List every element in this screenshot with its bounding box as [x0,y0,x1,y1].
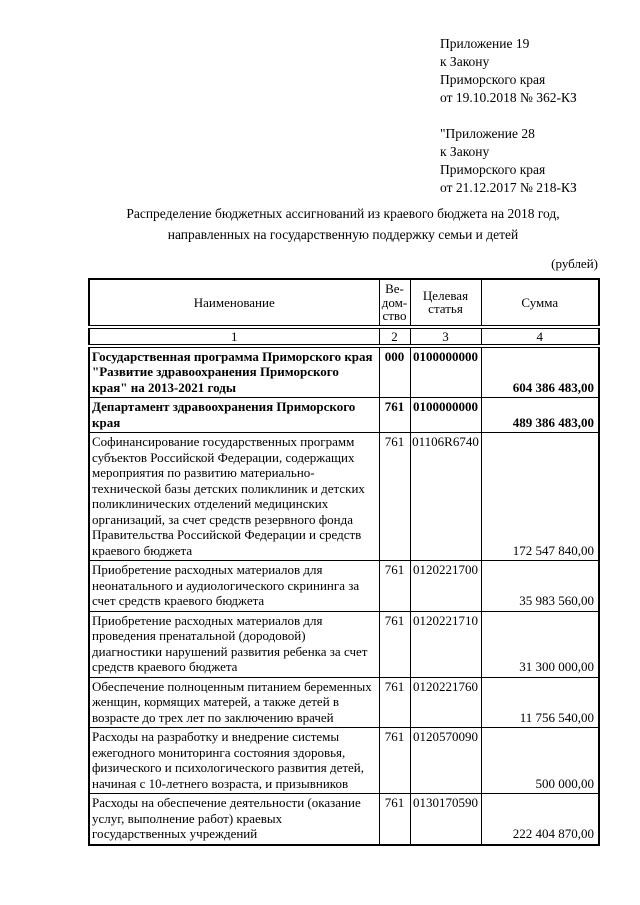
appendix-line: от 21.12.2017 № 218-КЗ [440,180,577,195]
header-target-article: Целевая статья [409,278,482,327]
row-amount-cell: 11 756 540,00 [480,676,600,728]
column-number: 3 [409,324,482,348]
table-row: Государственная программа Приморского кр… [88,345,600,398]
appendix-line: Приложение 19 [440,36,530,51]
row-department-cell: 761 [378,727,411,794]
row-name-cell: Софинансирование государственных програм… [88,432,380,561]
row-amount-cell: 172 547 840,00 [480,432,600,561]
row-name-cell: Расходы на разработку и внедрение систем… [88,727,380,794]
header-name: Наименование [88,278,380,327]
row-department-cell: 761 [378,560,411,612]
table-row: Приобретение расходных материалов для пр… [88,610,600,678]
column-number: 4 [480,324,600,348]
row-target-article-cell: 0120221760 [409,676,482,728]
table-row: Софинансирование государственных програм… [88,432,600,561]
row-department-cell: 000 [378,345,411,398]
table-row: Расходы на разработку и внедрение систем… [88,727,600,794]
column-numbers-row: 1 2 3 4 [88,324,600,348]
appendix-block-secondary: "Приложение 28 к Закону Приморского края… [440,125,577,197]
row-name-cell: Приобретение расходных материалов для не… [88,560,380,612]
header-amount: Сумма [480,278,600,327]
currency-note: (рублей) [551,256,598,271]
row-department-cell: 761 [378,397,411,433]
row-department-cell: 761 [378,610,411,678]
column-number: 1 [88,324,380,348]
row-target-article-cell: 0100000000 [409,345,482,398]
row-target-article-cell: 0100000000 [409,397,482,433]
document-title: Распределение бюджетных ассигнований из … [126,206,560,242]
row-amount-cell: 35 983 560,00 [480,560,600,612]
row-target-article-cell: 0130170590 [409,793,482,845]
row-department-cell: 761 [378,793,411,845]
appendix-line: "Приложение 28 [440,126,535,141]
row-amount-cell: 500 000,00 [480,727,600,794]
column-number: 2 [378,324,411,348]
appendix-line: Приморского края [440,162,546,177]
budget-table: Наименование Ве- дом- ство Целевая стать… [88,278,600,846]
header-department: Ве- дом- ство [378,278,411,327]
appendix-line: к Закону [440,54,490,69]
row-target-article-cell: 0120221700 [409,560,482,612]
row-name-cell: Обеспечение полноценным питанием беремен… [88,676,380,728]
row-amount-cell: 31 300 000,00 [480,610,600,678]
row-target-article-cell: 0120221710 [409,610,482,678]
row-name-cell: Расходы на обеспечение деятельности (ока… [88,793,380,845]
row-department-cell: 761 [378,432,411,561]
table-row: Департамент здравоохранения Приморского … [88,397,600,433]
row-target-article-cell: 01106R6740 [409,432,482,561]
appendix-block-primary: Приложение 19 к Закону Приморского края … [440,35,577,107]
appendix-line: от 19.10.2018 № 362-КЗ [440,90,577,105]
table-row: Расходы на обеспечение деятельности (ока… [88,793,600,845]
row-name-cell: Приобретение расходных материалов для пр… [88,610,380,678]
row-amount-cell: 489 386 483,00 [480,397,600,433]
row-target-article-cell: 0120570090 [409,727,482,794]
row-department-cell: 761 [378,676,411,728]
table-row: Приобретение расходных материалов для не… [88,560,600,612]
row-amount-cell: 222 404 870,00 [480,793,600,845]
table-row: Обеспечение полноценным питанием беремен… [88,676,600,728]
appendix-line: к Закону [440,144,490,159]
appendix-line: Приморского края [440,72,546,87]
document-content: Распределение бюджетных ассигнований из … [88,203,600,846]
row-name-cell: Департамент здравоохранения Приморского … [88,397,380,433]
table-header-row: Наименование Ве- дом- ство Целевая стать… [88,278,600,327]
row-name-cell: Государственная программа Приморского кр… [88,345,380,398]
row-amount-cell: 604 386 483,00 [480,345,600,398]
